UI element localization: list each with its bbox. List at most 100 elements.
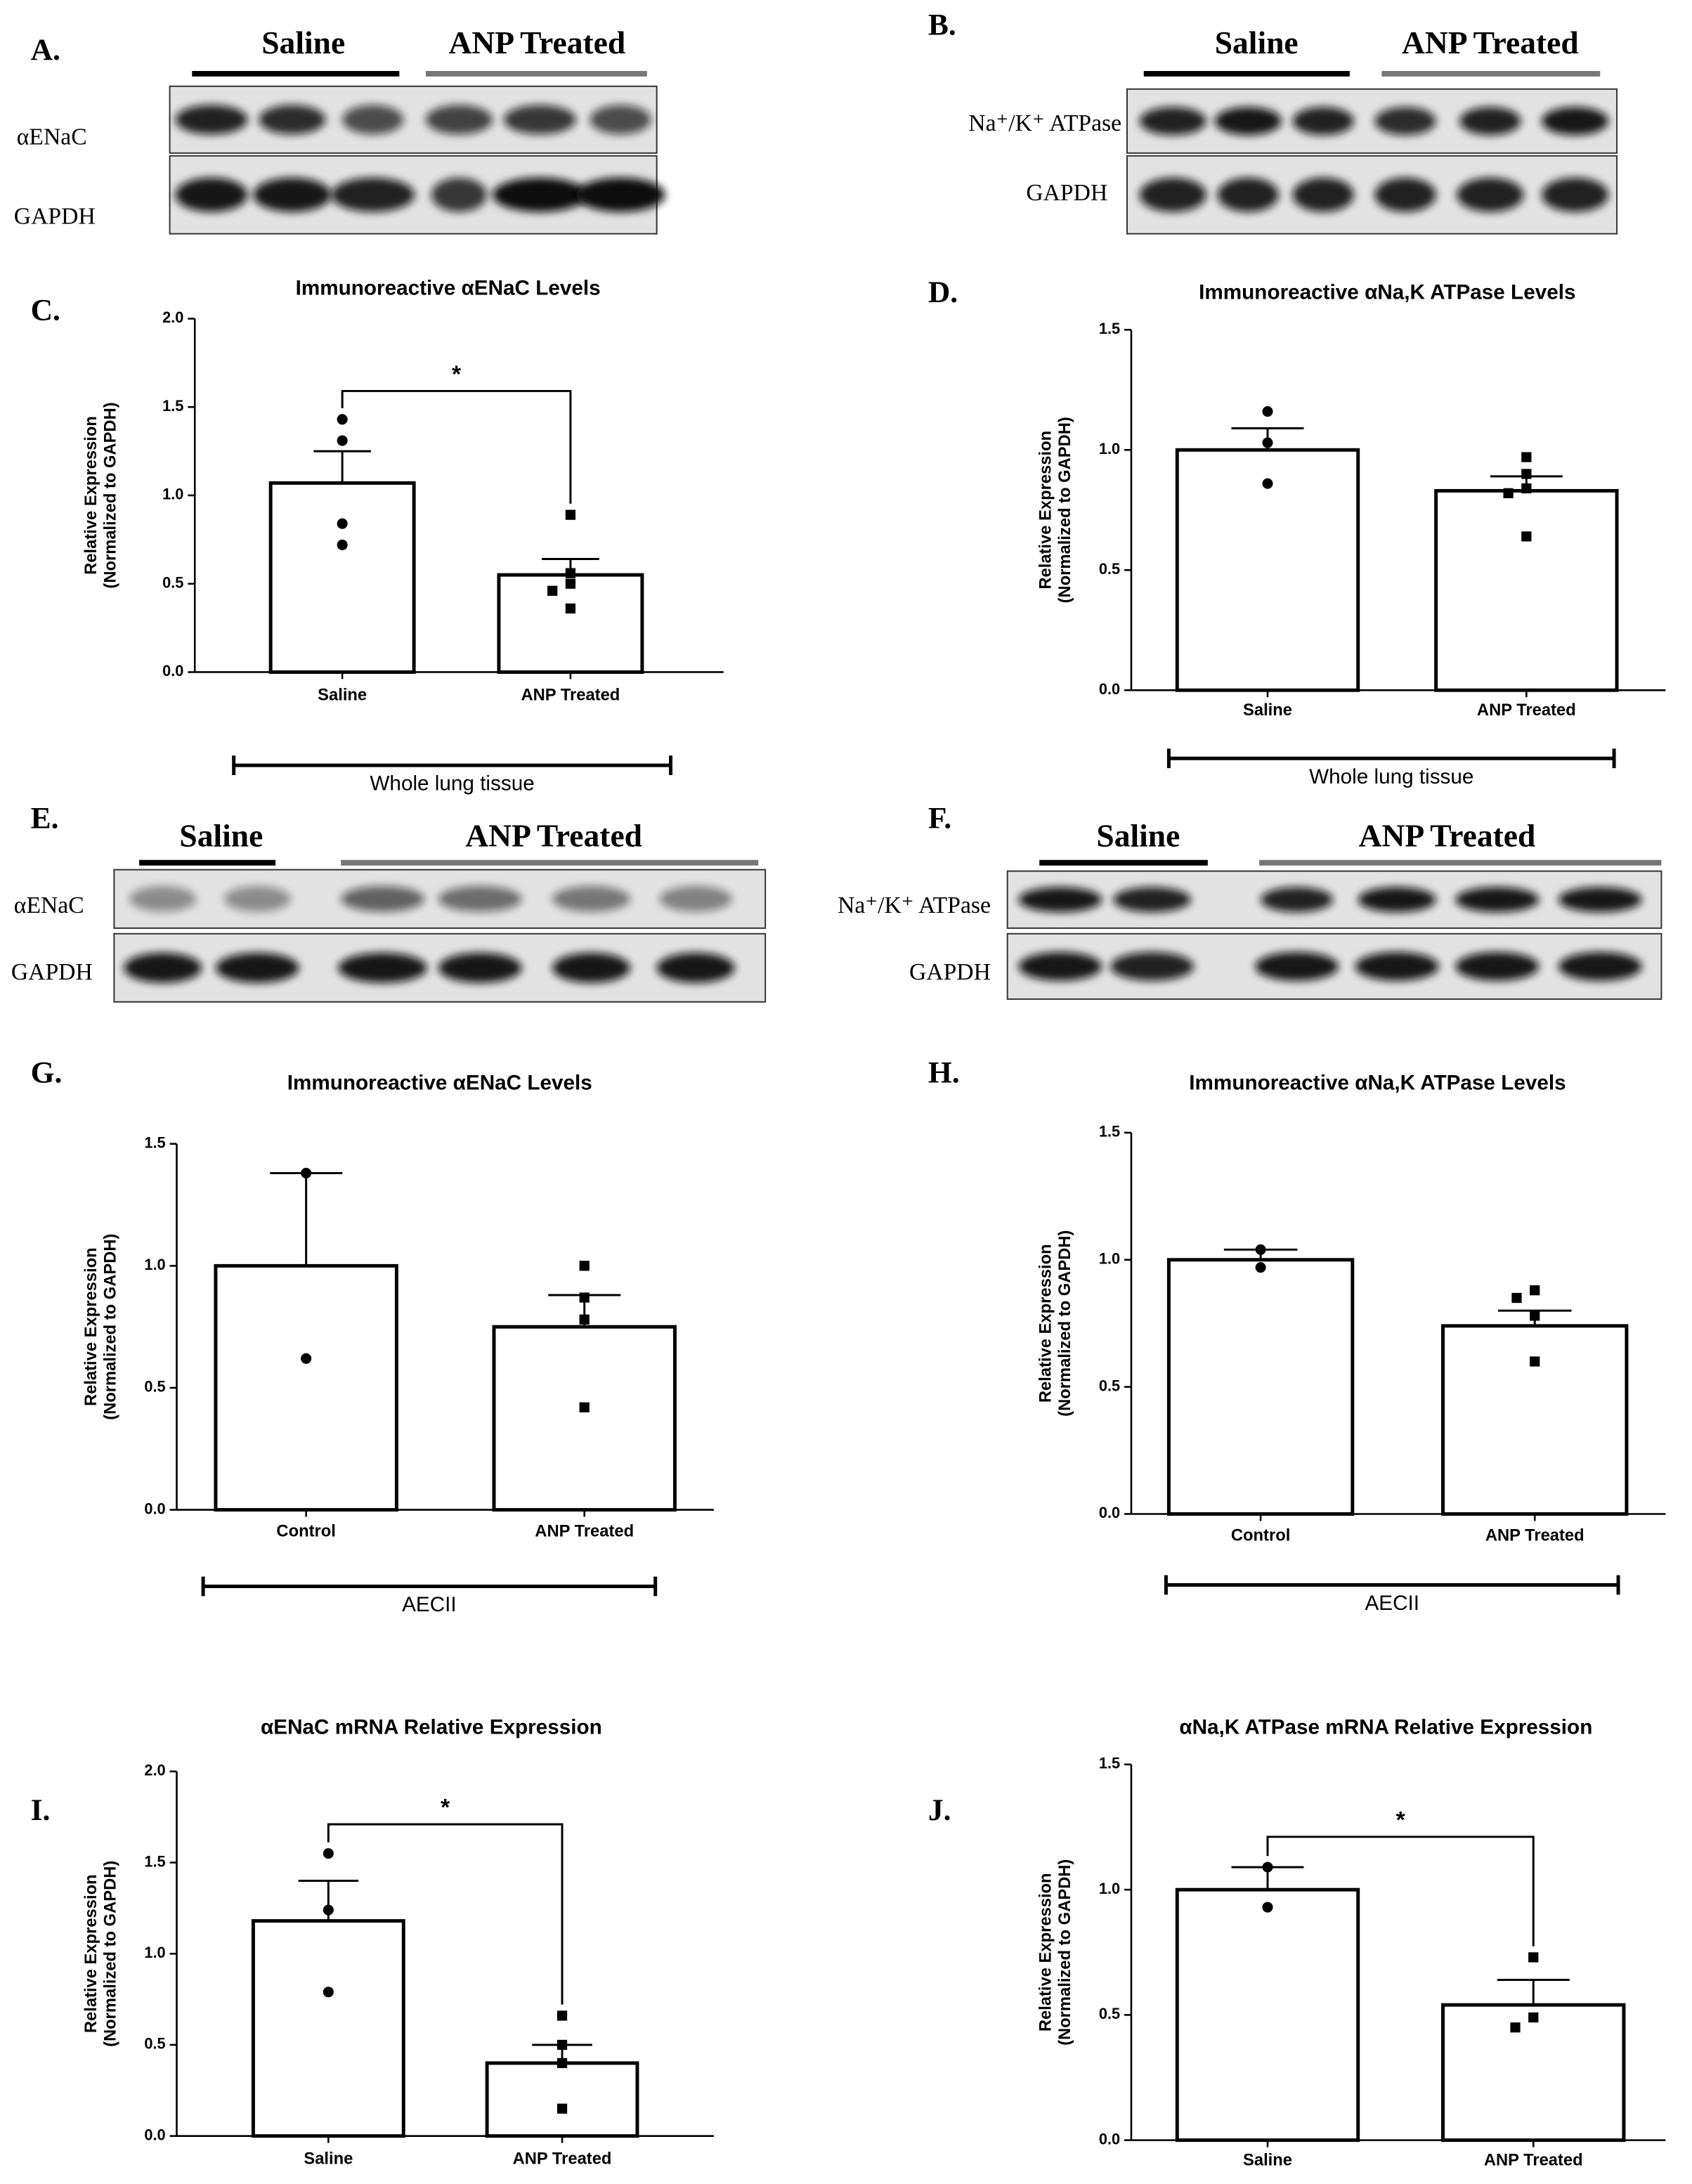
significance-bracket (341, 389, 572, 504)
x-tick-label: ANP Treated (521, 685, 620, 704)
significance-label: * (441, 1795, 450, 1821)
y-tick-label: 1.0 (1099, 1250, 1120, 1268)
group-header: ANP Treated (1402, 25, 1579, 60)
row-label: GAPDH (909, 959, 991, 985)
data-point (557, 2010, 568, 2021)
bar (251, 1919, 405, 2138)
y-axis-label: Relative Expression (1036, 1244, 1055, 1403)
y-tick-label: 0.0 (1099, 680, 1120, 698)
blot-band (438, 885, 522, 912)
data-point (337, 518, 348, 529)
data-point (1521, 469, 1532, 479)
y-tick-label: 1.5 (1099, 1755, 1120, 1772)
blot-band (656, 952, 735, 983)
blot-band (438, 952, 522, 983)
x-tick-label: Saline (304, 2150, 353, 2169)
x-tick-label: Saline (1243, 2151, 1292, 2170)
x-tick-label: ANP Treated (1484, 2151, 1583, 2170)
row-label: Na⁺/K⁺ ATPase (968, 110, 1121, 136)
blot-band (1113, 887, 1192, 913)
blot-band (331, 177, 415, 212)
blot-band (1261, 887, 1334, 913)
data-point (1530, 1311, 1540, 1321)
data-point (1511, 1292, 1522, 1304)
data-point (1262, 406, 1273, 417)
blot-band (175, 105, 248, 135)
chart-title: Immunoreactive αENaC Levels (287, 1071, 592, 1094)
x-tick-label: ANP Treated (513, 2150, 612, 2169)
row-label: GAPDH (14, 204, 96, 230)
data-point (557, 2103, 568, 2114)
data-point (323, 1848, 334, 1859)
data-point (1262, 1861, 1273, 1873)
blot-band (1018, 887, 1102, 913)
row-label: GAPDH (11, 959, 93, 985)
blot-band (552, 885, 631, 912)
y-tick-label: 0.5 (144, 2035, 165, 2053)
data-point (565, 509, 576, 520)
x-tick-label: ANP Treated (1477, 701, 1576, 720)
data-point (1521, 452, 1532, 462)
blot-band (129, 885, 197, 912)
chart-title: αNa,K ATPase mRNA Relative Expression (1179, 1715, 1592, 1738)
panel-label: B. (928, 8, 956, 42)
group-label: Whole lung tissue (1309, 765, 1473, 788)
y-tick-label: 1.5 (144, 1852, 165, 1870)
x-tick-label: Control (276, 1522, 335, 1541)
y-tick-label: 1.0 (1099, 440, 1120, 457)
blot-band (124, 952, 202, 983)
bar (1434, 488, 1619, 692)
blot-band (1110, 951, 1195, 981)
data-point (1521, 531, 1532, 542)
bar (1441, 2003, 1626, 2143)
bar (1175, 1887, 1360, 2143)
blot-band (659, 885, 732, 912)
data-point (579, 1292, 590, 1303)
x-tick-label: Saline (318, 685, 367, 704)
group-header: Saline (261, 25, 345, 60)
bar (492, 1325, 677, 1512)
group-header: ANP Treated (465, 818, 642, 854)
data-point (337, 414, 348, 425)
group-header: ANP Treated (449, 25, 626, 60)
blot-band (342, 105, 404, 135)
y-axis-label: (Normalized to GAPDH) (1055, 1859, 1074, 2046)
y-tick-label: 1.0 (144, 1256, 165, 1273)
data-point (557, 2039, 568, 2050)
group-header: Saline (1096, 818, 1180, 854)
data-point (579, 1314, 590, 1325)
data-point (1262, 1902, 1273, 1913)
blot-band (338, 952, 427, 983)
blot-band (1374, 177, 1436, 212)
y-tick-label: 2.0 (144, 1762, 165, 1779)
group-bracket (201, 1576, 658, 1597)
y-tick-label: 0.5 (1099, 2005, 1120, 2022)
data-point (547, 585, 558, 596)
data-point (1530, 1285, 1540, 1296)
bar (497, 573, 644, 674)
bar (268, 481, 416, 674)
blot-band (1139, 177, 1206, 212)
bar (1441, 1324, 1629, 1516)
y-axis-label: Relative Expression (1036, 431, 1055, 590)
blot-band (1139, 107, 1206, 136)
data-point (1521, 483, 1532, 494)
y-tick-label: 1.5 (1099, 320, 1120, 337)
chart-title: Immunoreactive αNa,K ATPase Levels (1189, 1071, 1566, 1094)
y-axis-label: Relative Expression (82, 1247, 100, 1406)
data-point (301, 1353, 312, 1364)
data-point (1530, 1356, 1540, 1367)
y-tick-label: 1.0 (1099, 1880, 1120, 1897)
group-label: AECII (1365, 1592, 1419, 1615)
blot-band (253, 177, 332, 212)
panel-label: F. (928, 801, 951, 835)
blot-band (431, 177, 488, 212)
y-axis-label: Relative Expression (1036, 1873, 1055, 2032)
data-point (1262, 437, 1273, 448)
blot-band (552, 952, 631, 983)
panel-label: I. (31, 1793, 51, 1827)
row-label: Na⁺/K⁺ ATPase (838, 892, 991, 918)
bar (214, 1263, 398, 1512)
data-point (1528, 1952, 1539, 1963)
